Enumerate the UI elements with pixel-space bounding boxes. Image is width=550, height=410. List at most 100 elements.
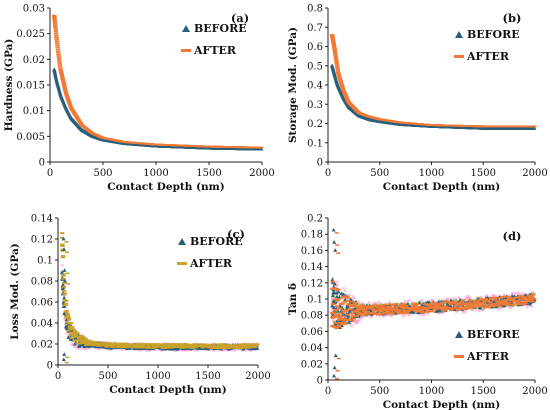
after-point <box>134 344 139 347</box>
after-point <box>52 22 58 25</box>
before-point <box>369 309 374 313</box>
after-point <box>62 87 68 90</box>
after-point <box>332 47 337 50</box>
after-point <box>519 301 524 304</box>
after-point <box>495 302 501 305</box>
halo-point <box>343 289 348 293</box>
after-point <box>354 314 359 317</box>
after-point <box>377 313 383 316</box>
halo-point <box>479 295 483 299</box>
x-tick-label: 1000 <box>419 386 444 397</box>
after-point <box>236 347 241 350</box>
after-point <box>231 345 236 348</box>
before-point <box>61 236 66 241</box>
y-tick-label: 0.025 <box>16 29 45 40</box>
before-point <box>62 247 66 251</box>
before-point <box>366 307 371 312</box>
after-point <box>478 301 483 304</box>
after-point <box>221 343 226 346</box>
halo-point <box>335 280 339 284</box>
after-point <box>190 345 196 348</box>
after-point <box>343 321 348 324</box>
after-point <box>525 299 530 302</box>
after-point <box>332 287 337 290</box>
after-point <box>64 309 69 312</box>
after-point <box>215 347 220 350</box>
x-tick-label: 500 <box>98 371 117 382</box>
y-tick-label: 0.18 <box>301 230 323 241</box>
after-point <box>346 300 351 303</box>
after-point <box>61 80 66 83</box>
before-point <box>259 146 264 151</box>
legend-before-label: BEFORE <box>190 235 243 248</box>
after-point <box>335 377 340 380</box>
after-point <box>360 306 365 309</box>
after-point <box>353 301 358 304</box>
chart-panel-3: 00.020.040.060.080.10.120.140 500 1000 1500… <box>9 214 271 397</box>
after-point <box>56 53 61 56</box>
y-axis-label: Storage Mod. (GPa) <box>287 27 299 143</box>
after-point <box>331 45 337 47</box>
after-point <box>472 301 477 304</box>
before-point <box>77 344 82 348</box>
before-point <box>427 300 432 304</box>
after-point <box>134 346 139 349</box>
after-point <box>489 297 495 300</box>
after-point <box>331 312 336 315</box>
after-point <box>64 94 70 97</box>
after-point <box>56 51 61 53</box>
after-point <box>57 63 63 65</box>
after-point <box>337 75 342 78</box>
after-point <box>488 304 494 306</box>
after-point <box>54 38 59 41</box>
after-point <box>244 346 250 349</box>
after-point <box>508 296 513 299</box>
after-point <box>515 302 520 304</box>
after-point <box>527 297 532 300</box>
after-point <box>333 57 339 60</box>
after-point <box>491 305 497 307</box>
y-axis-label: Tan δ <box>287 283 299 315</box>
before-point <box>335 294 340 299</box>
after-point <box>335 69 341 72</box>
after-point <box>439 302 445 305</box>
after-point <box>148 347 153 349</box>
after-point <box>339 83 344 86</box>
after-point <box>448 303 453 306</box>
chart-panel-4: 00.020.040.060.080.10.120.140.160.180.20… <box>287 214 548 410</box>
x-tick-label: 2000 <box>245 371 270 382</box>
y-tick-label: 0.08 <box>301 311 323 322</box>
x-tick-label: 0 <box>325 386 331 397</box>
halo-point <box>357 299 361 303</box>
halo-point <box>510 291 515 295</box>
after-point <box>330 39 336 42</box>
after-point <box>57 61 62 63</box>
legend-after-label: AFTER <box>466 50 510 63</box>
halo-point <box>477 308 481 312</box>
after-point <box>207 346 212 349</box>
after-point <box>426 304 431 307</box>
x-tick-label: 500 <box>370 386 389 397</box>
halo-point <box>442 298 446 302</box>
after-point <box>65 96 70 99</box>
after-point <box>382 303 387 306</box>
after-point <box>529 298 534 301</box>
after-point <box>59 72 64 75</box>
after-point <box>523 301 528 304</box>
after-point <box>404 304 409 307</box>
after-point <box>238 343 243 346</box>
after-point <box>78 337 83 340</box>
after-point <box>196 343 202 346</box>
x-tick-label: 2000 <box>249 168 274 179</box>
after-point <box>61 82 66 84</box>
y-tick-label: 0.08 <box>31 277 53 288</box>
after-point <box>330 280 335 283</box>
after-point <box>514 300 519 303</box>
after-point <box>339 317 344 320</box>
after-point <box>64 92 69 95</box>
after-point <box>136 344 141 347</box>
after-point <box>384 312 389 315</box>
panel-label: (a) <box>231 11 249 25</box>
after-point <box>332 46 337 49</box>
